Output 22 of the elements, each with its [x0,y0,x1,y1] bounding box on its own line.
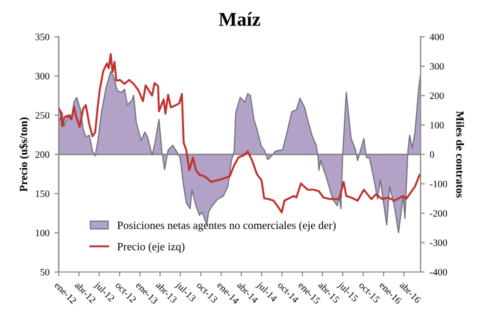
y2-tick-label: -100 [430,180,448,188]
y-tick-label: 300 [36,72,50,80]
y2-tick-label: -200 [430,210,448,217]
y-tick-label: 50 [40,268,50,276]
y2-tick-label: -300 [430,240,448,246]
y2-tick-label: 400 [430,34,444,40]
y2-tick-label: 200 [430,92,444,100]
y-tick-label: 200 [35,151,50,158]
line-series [58,53,421,214]
y-tick-label: 150 [36,190,50,198]
y2-tick-label: 0 [430,151,434,158]
y2-axis-title: Miles de contratos [456,111,464,198]
y-tick-label: 350 [36,34,50,40]
legend-label: Precio (eje izq) [117,242,184,253]
y-tick-label: 100 [36,230,50,236]
chart-title: Maíz [218,12,260,26]
y-tick-label: 250 [35,112,50,119]
legend-label: Posiciones netas agentes no comerciales (eje der) [117,221,336,232]
y-axis-title: Precio (u$s/ton) [19,117,30,192]
y2-tick-label: 300 [430,63,444,70]
y2-tick-label: 100 [430,122,444,128]
y2-tick-label: -400 [430,268,448,276]
